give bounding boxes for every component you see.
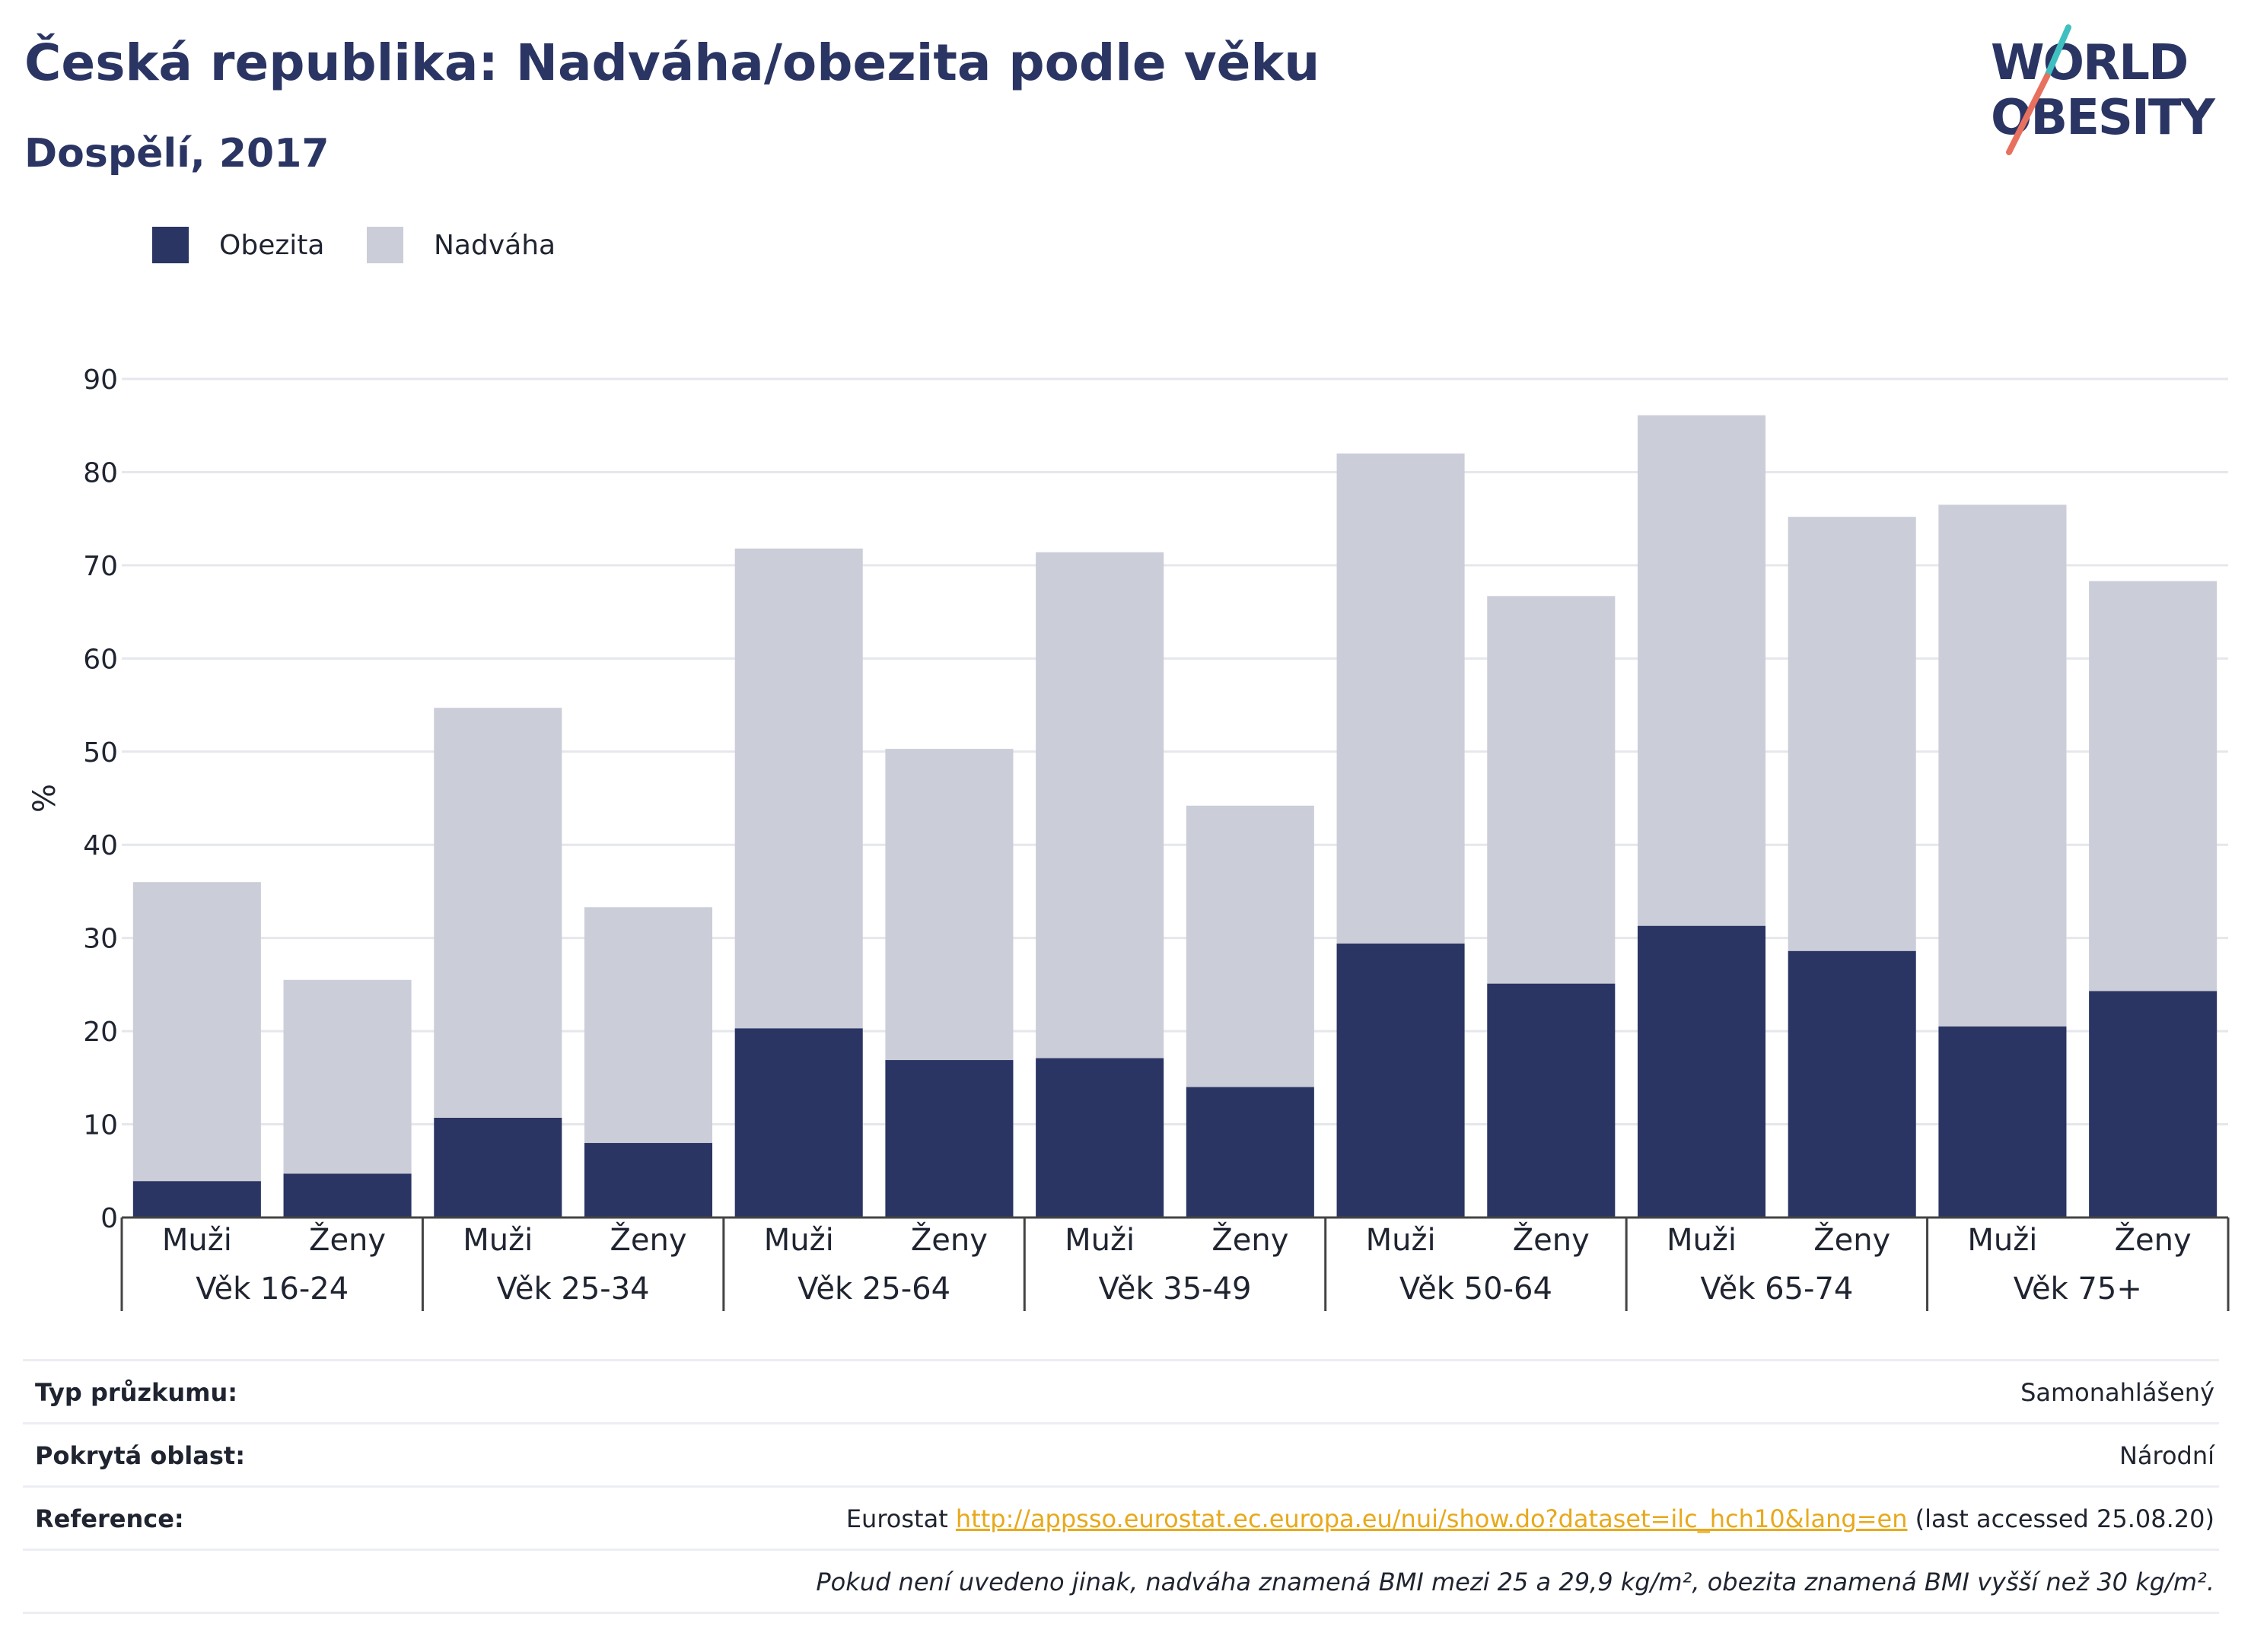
x-tick-label: Ženy — [1813, 1221, 1890, 1258]
logo-slash-coral — [2006, 73, 2050, 155]
bar-obezita — [2089, 991, 2218, 1218]
info-label-survey-type: Typ průzkumu: — [35, 1378, 238, 1407]
info-label-reference: Reference: — [35, 1504, 184, 1533]
group-label: Věk 25-64 — [798, 1272, 950, 1307]
group-label: Věk 25-34 — [497, 1272, 650, 1307]
legend-swatch-obezita — [152, 227, 189, 263]
bar-nadvaha — [1637, 415, 1766, 926]
info-row-reference: Reference: Eurostat http://appsso.eurost… — [23, 1485, 2219, 1549]
x-tick-label: Ženy — [1513, 1221, 1590, 1258]
y-tick-label: 70 — [83, 551, 118, 582]
x-tick-label: Ženy — [309, 1221, 386, 1258]
reference-suffix: (last accessed 25.08.20) — [1907, 1504, 2214, 1533]
bar-obezita — [1336, 944, 1465, 1218]
bmi-note: Pokud není uvedeno jinak, nadváha znamen… — [816, 1568, 2214, 1596]
group-label: Věk 50-64 — [1399, 1272, 1552, 1307]
bar-nadvaha — [734, 548, 863, 1029]
bar-nadvaha — [1487, 596, 1616, 984]
bar-nadvaha — [1036, 552, 1164, 1058]
info-label-coverage: Pokrytá oblast: — [35, 1441, 245, 1470]
bar-obezita — [584, 1143, 713, 1218]
bar-nadvaha — [283, 979, 412, 1174]
info-value-survey-type: Samonahlášený — [2020, 1378, 2214, 1407]
x-tick-label: Muži — [1065, 1223, 1135, 1258]
world-obesity-logo: WORLD OBESITY — [1991, 24, 2217, 155]
bar-nadvaha — [132, 882, 261, 1182]
bar-nadvaha — [434, 708, 562, 1118]
x-tick-label: Muži — [1667, 1223, 1737, 1258]
group-label: Věk 16-24 — [196, 1272, 349, 1307]
x-tick-label: Ženy — [1211, 1221, 1288, 1258]
y-tick-label: 10 — [83, 1110, 118, 1141]
bar-nadvaha — [1938, 505, 2067, 1027]
y-tick-label: 60 — [83, 644, 118, 675]
logo-line1: WORLD — [1991, 35, 2187, 91]
group-label: Věk 35-49 — [1099, 1272, 1252, 1307]
y-tick-label: 20 — [83, 1017, 118, 1048]
info-row-note: Pokud není uvedeno jinak, nadváha znamen… — [23, 1549, 2219, 1614]
x-tick-label: Muži — [764, 1223, 834, 1258]
bar-obezita — [132, 1181, 261, 1218]
bar-obezita — [734, 1028, 863, 1218]
y-tick-label: 40 — [83, 830, 118, 861]
logo-slash-teal — [2044, 24, 2071, 79]
bar-obezita — [283, 1173, 412, 1218]
legend-label-nadvaha: Nadváha — [434, 230, 556, 261]
bar-nadvaha — [885, 749, 1014, 1061]
bar-obezita — [1637, 925, 1766, 1218]
info-value-reference: Eurostat http://appsso.eurostat.ec.europ… — [846, 1504, 2214, 1533]
x-tick-label: Muži — [463, 1223, 533, 1258]
reference-prefix: Eurostat — [845, 1504, 956, 1533]
x-tick-label: Muži — [162, 1223, 232, 1258]
x-tick-label: Ženy — [2115, 1221, 2192, 1258]
x-tick-label: Muži — [1366, 1223, 1436, 1258]
y-tick-label: 90 — [83, 364, 118, 396]
y-tick-label: 30 — [83, 924, 118, 955]
y-axis-label: % — [27, 784, 62, 813]
y-tick-label: 0 — [100, 1203, 118, 1234]
bar-obezita — [1788, 950, 1916, 1218]
bar-obezita — [434, 1117, 562, 1218]
legend-swatch-nadvaha — [367, 227, 403, 263]
bar-nadvaha — [584, 907, 713, 1144]
bar-obezita — [1036, 1058, 1164, 1218]
reference-link[interactable]: http://appsso.eurostat.ec.europa.eu/nui/… — [955, 1504, 1908, 1533]
bar-nadvaha — [2089, 581, 2218, 992]
y-tick-label: 80 — [83, 457, 118, 489]
info-value-coverage: Národní — [2119, 1441, 2214, 1470]
bar-nadvaha — [1788, 517, 1916, 951]
x-tick-label: Muži — [1967, 1223, 2037, 1258]
info-table: Typ průzkumu: Samonahlášený Pokrytá obla… — [23, 1359, 2219, 1614]
page-subtitle: Dospělí, 2017 — [24, 131, 330, 177]
bar-obezita — [885, 1060, 1014, 1218]
bar-obezita — [1186, 1087, 1314, 1218]
group-label: Věk 75+ — [2014, 1272, 2142, 1307]
info-row-coverage: Pokrytá oblast: Národní — [23, 1422, 2219, 1485]
y-tick-label: 50 — [83, 737, 118, 769]
x-tick-label: Ženy — [911, 1221, 988, 1258]
group-label: Věk 65-74 — [1700, 1272, 1853, 1307]
x-tick-label: Ženy — [610, 1221, 686, 1258]
info-row-survey-type: Typ průzkumu: Samonahlášený — [23, 1359, 2219, 1422]
bar-nadvaha — [1336, 453, 1465, 944]
bar-nadvaha — [1186, 805, 1314, 1087]
stacked-bar-chart: 0 10 20 30 40 50 60 70 80 90% Muži Ženy Muži Ženy Muži… — [27, 364, 2230, 1311]
bar-obezita — [1487, 983, 1616, 1218]
legend-label-obezita: Obezita — [219, 230, 325, 261]
bar-obezita — [1938, 1026, 2067, 1218]
page-title: Česká republika: Nadváha/obezita podle v… — [24, 33, 1320, 92]
